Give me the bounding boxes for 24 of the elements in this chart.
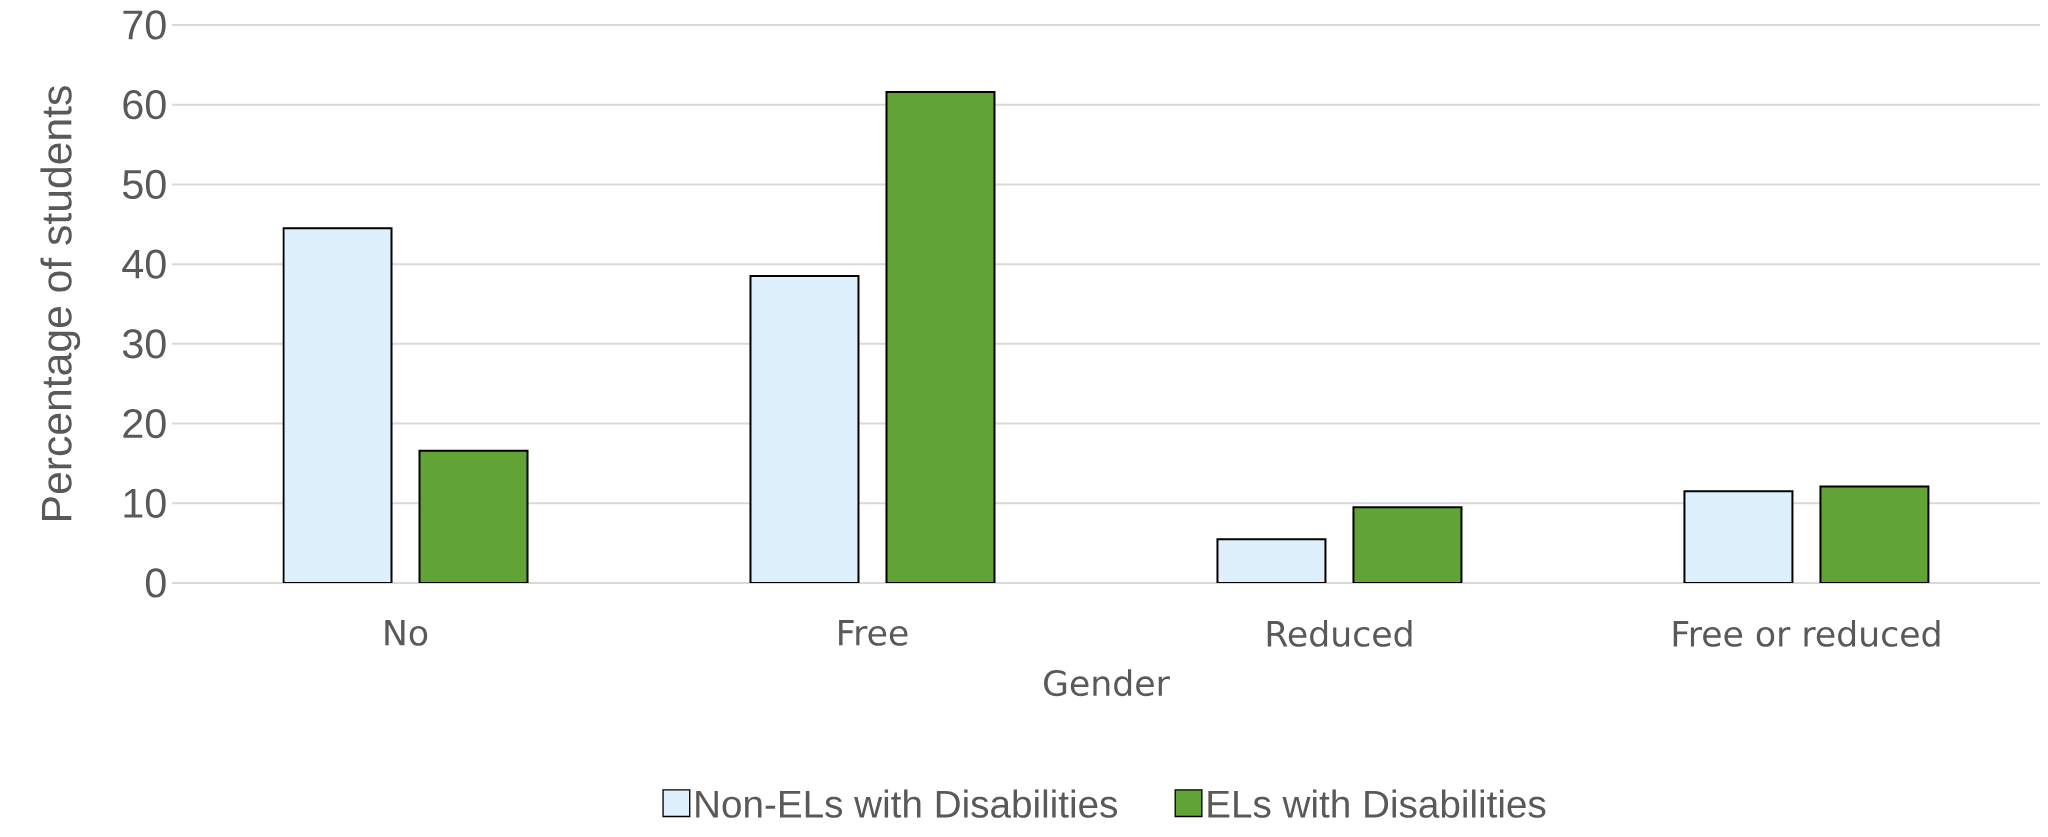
bar — [1819, 485, 1930, 583]
y-tick-label: 20 — [123, 408, 166, 439]
x-tick-label: Free — [839, 620, 908, 646]
y-tick-label: 70 — [123, 10, 166, 40]
y-tick-label: 50 — [122, 169, 166, 200]
bar — [749, 275, 860, 583]
y-tick-label: 0 — [145, 568, 166, 598]
bar — [1683, 490, 1794, 583]
y-tick-label: 40 — [122, 249, 166, 279]
x-tick-label: Free or reduced — [1673, 620, 1940, 647]
bar — [282, 227, 393, 583]
y-tick-label: 30 — [122, 329, 166, 359]
bar — [1216, 538, 1327, 583]
x-axis-title: Gender — [1044, 669, 1170, 697]
legend-label: ELs with Disabilities — [1208, 789, 1546, 818]
y-tick-label: 10 — [124, 488, 166, 518]
bar — [885, 90, 996, 583]
bar — [418, 449, 529, 583]
x-tick-label: Reduced — [1267, 620, 1412, 647]
legend-label: Non-ELs with Disabilities — [696, 789, 1118, 818]
bar — [1352, 506, 1463, 583]
y-axis-title: Percentage of students — [40, 86, 81, 520]
y-tick-label: 60 — [123, 90, 166, 120]
x-tick-label: No — [385, 620, 428, 646]
